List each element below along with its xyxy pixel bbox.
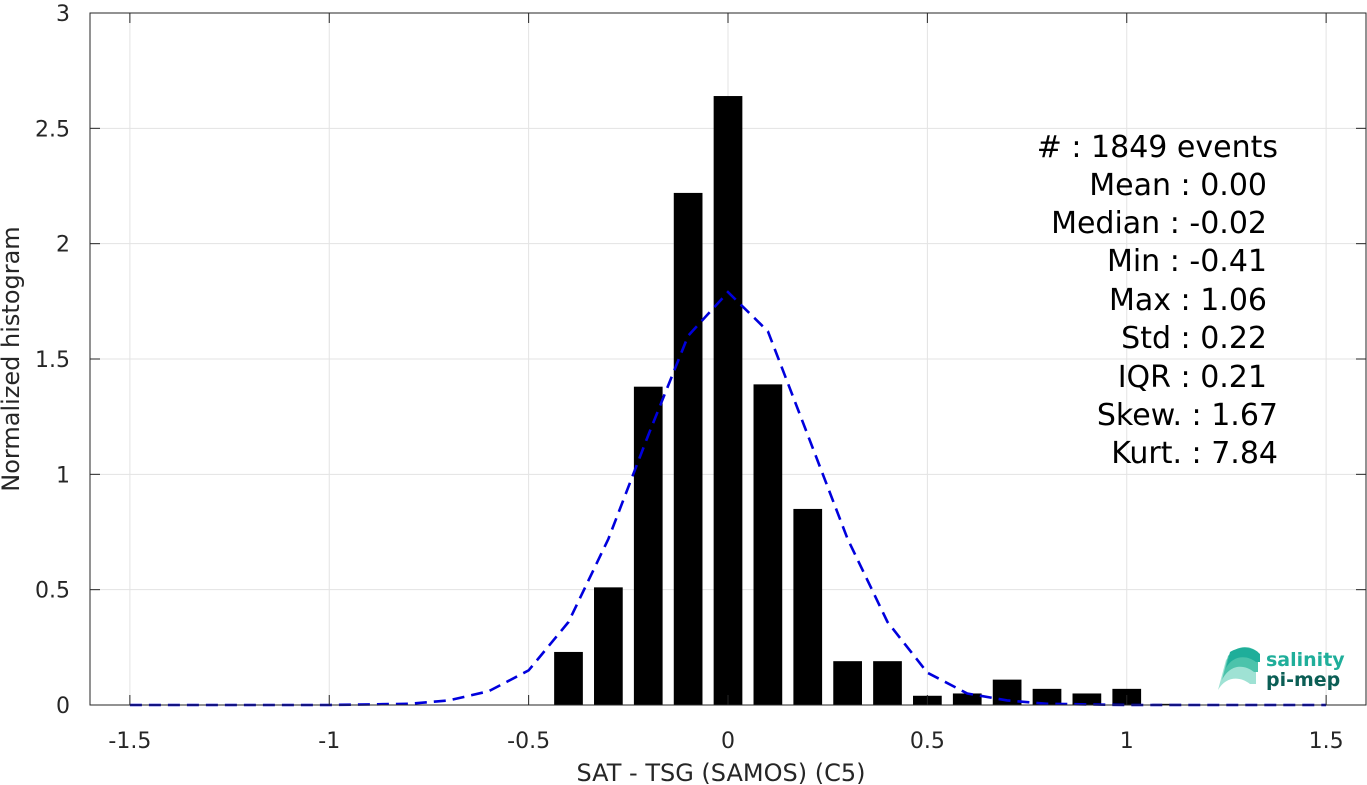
stat-skew: Skew. : 1.67	[1097, 398, 1278, 433]
stat-std: Std : 0.22	[1121, 321, 1267, 356]
stat-mean: Mean : 0.00	[1089, 168, 1267, 203]
stat-iqr: IQR : 0.21	[1118, 360, 1267, 395]
y-tick-label: 0.5	[35, 579, 70, 604]
stats-box: # : 1849 events Mean : 0.00 Median : -0.…	[1037, 130, 1278, 471]
histogram-bar	[793, 508, 823, 705]
gaussian-fit-line	[129, 290, 1327, 707]
histogram-bar	[873, 661, 902, 705]
stat-median: Median : -0.02	[1051, 206, 1267, 241]
stat-min: Min : -0.41	[1107, 244, 1267, 279]
x-axis-label: SAT - TSG (SAMOS) (C5)	[577, 759, 866, 785]
stat-max: Max : 1.06	[1109, 283, 1267, 318]
x-tick-label: 1	[1120, 729, 1134, 754]
stat-kurt: Kurt. : 7.84	[1111, 436, 1278, 471]
stat-events: # : 1849 events	[1037, 130, 1278, 165]
histogram-bar	[753, 384, 783, 705]
x-tick-label: -1.5	[108, 729, 151, 754]
x-tick-label: 1.5	[1309, 729, 1344, 754]
histogram-bar	[594, 587, 623, 705]
histogram-bar	[673, 192, 703, 706]
y-axis-ticks: 0 0.5 1 1.5 2 2.5 3	[35, 2, 1366, 719]
x-tick-label: -1	[318, 729, 340, 754]
histogram-bars	[554, 96, 1181, 706]
histogram-bar	[554, 651, 583, 705]
salinity-pimep-logo: salinity pi-mep	[1218, 647, 1345, 691]
logo-wave-icon	[1218, 647, 1260, 690]
histogram-bar	[713, 96, 743, 706]
histogram-bar	[952, 693, 982, 705]
y-tick-label: 3	[56, 2, 70, 27]
y-axis-label: Normalized histogram	[0, 226, 25, 491]
y-tick-label: 1.5	[35, 348, 70, 373]
x-axis-ticks: -1.5 -1 -0.5 0 0.5 1 1.5	[108, 13, 1344, 754]
histogram-bar	[1072, 693, 1102, 705]
histogram-bar	[833, 661, 862, 705]
logo-salinity-text: salinity	[1266, 649, 1345, 671]
logo-pimep-text: pi-mep	[1266, 669, 1340, 691]
x-tick-label: -0.5	[507, 729, 550, 754]
y-tick-label: 2	[56, 233, 70, 258]
histogram-bar	[633, 386, 663, 705]
histogram-bar	[1032, 688, 1062, 705]
y-tick-label: 1	[56, 463, 70, 488]
x-tick-label: 0.5	[910, 729, 945, 754]
y-tick-label: 2.5	[35, 117, 70, 142]
x-tick-label: 0	[721, 729, 735, 754]
histogram-bar	[1152, 703, 1181, 705]
y-tick-label: 0	[56, 694, 70, 719]
